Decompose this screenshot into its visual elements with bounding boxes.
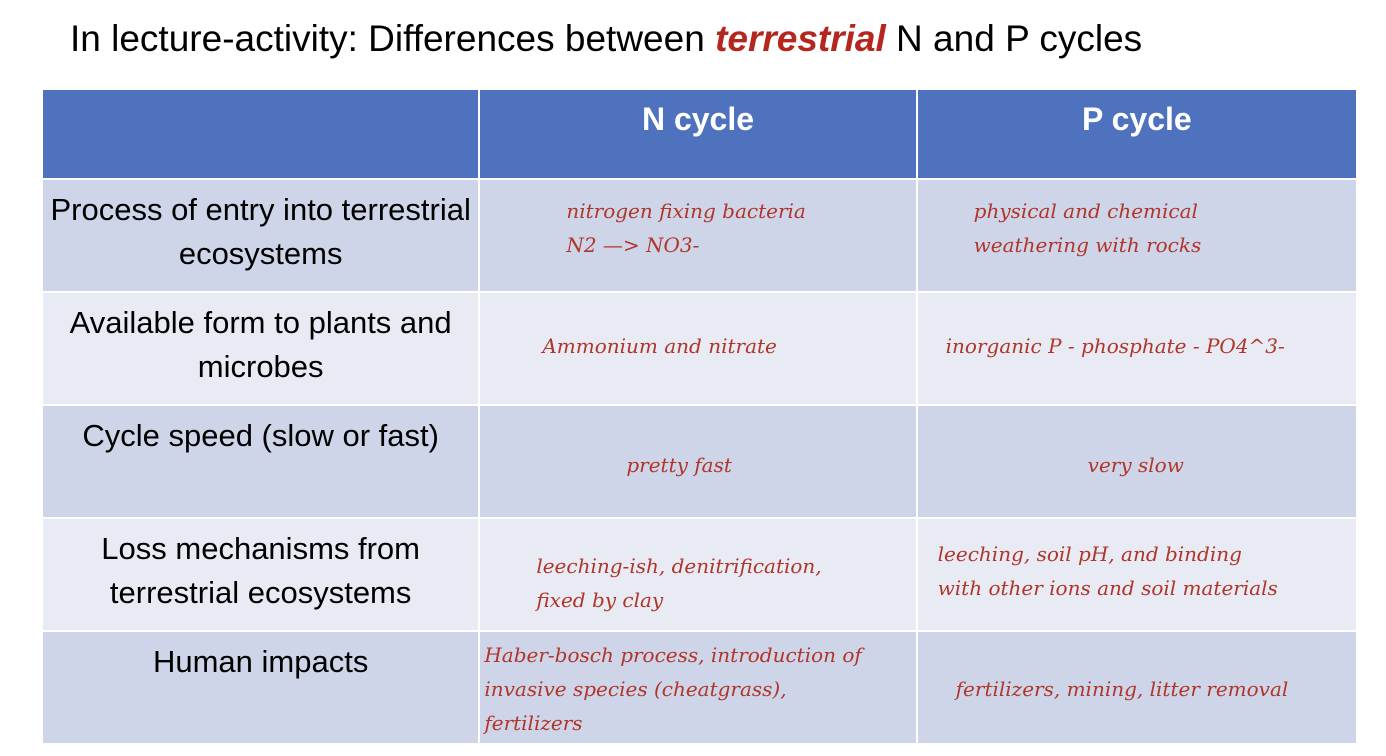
handwritten-answer: N2 —> NO3-	[566, 233, 700, 257]
title-suffix: N and P cycles	[885, 18, 1143, 59]
table-row: Human impacts Haber-bosch process, intro…	[43, 632, 1356, 743]
handwritten-answer: very slow	[1087, 453, 1184, 477]
handwritten-answer: physical and chemical	[973, 199, 1198, 223]
handwritten-answer: with other ions and soil materials	[937, 576, 1278, 600]
n-cycle-cell: leeching-ish, denitrification, fixed by …	[480, 519, 916, 630]
table-header-row: N cycle P cycle	[43, 90, 1356, 178]
handwritten-answer: pretty fast	[626, 453, 732, 477]
table-row: Process of entry into terrestrial ecosys…	[43, 180, 1356, 291]
handwritten-answer: nitrogen fixing bacteria	[566, 199, 806, 223]
handwritten-answer: fertilizers, mining, litter removal	[955, 677, 1289, 701]
header-empty	[43, 90, 479, 178]
header-p-cycle: P cycle	[917, 90, 1356, 178]
p-cycle-cell: leeching, soil pH, and binding with othe…	[917, 519, 1356, 630]
comparison-table: N cycle P cycle Process of entry into te…	[43, 90, 1356, 745]
table-row: Available form to plants and microbes Am…	[43, 293, 1356, 404]
slide-title: In lecture-activity: Differences between…	[70, 18, 1142, 60]
row-label: Cycle speed (slow or fast)	[43, 406, 479, 517]
handwritten-answer: fixed by clay	[536, 588, 664, 612]
row-label: Human impacts	[43, 632, 479, 743]
title-prefix: In lecture-activity: Differences between	[70, 18, 716, 59]
header-n-cycle: N cycle	[480, 90, 916, 178]
n-cycle-cell: Haber-bosch process, introduction of inv…	[480, 632, 916, 743]
handwritten-answer: leeching, soil pH, and binding	[937, 542, 1242, 566]
handwritten-answer: invasive species (cheatgrass),	[484, 677, 787, 701]
p-cycle-cell: fertilizers, mining, litter removal	[917, 632, 1356, 743]
p-cycle-cell: physical and chemical weathering with ro…	[917, 180, 1356, 291]
title-emphasis: terrestrial	[715, 18, 886, 59]
table-row: Cycle speed (slow or fast) pretty fast v…	[43, 406, 1356, 517]
p-cycle-cell: very slow	[917, 406, 1356, 517]
handwritten-answer: Ammonium and nitrate	[542, 334, 777, 358]
row-label: Process of entry into terrestrial ecosys…	[43, 180, 479, 291]
table-row: Loss mechanisms from terrestrial ecosyst…	[43, 519, 1356, 630]
row-label: Loss mechanisms from terrestrial ecosyst…	[43, 519, 479, 630]
handwritten-answer: leeching-ish, denitrification,	[536, 554, 822, 578]
row-label: Available form to plants and microbes	[43, 293, 479, 404]
n-cycle-cell: pretty fast	[480, 406, 916, 517]
handwritten-answer: Haber-bosch process, introduction of	[484, 643, 862, 667]
n-cycle-cell: Ammonium and nitrate	[480, 293, 916, 404]
n-cycle-cell: nitrogen fixing bacteria N2 —> NO3-	[480, 180, 916, 291]
p-cycle-cell: inorganic P - phosphate - PO4^3-	[917, 293, 1356, 404]
handwritten-answer: fertilizers	[484, 711, 583, 735]
handwritten-answer: weathering with rocks	[973, 233, 1202, 257]
handwritten-answer: inorganic P - phosphate - PO4^3-	[945, 334, 1285, 358]
